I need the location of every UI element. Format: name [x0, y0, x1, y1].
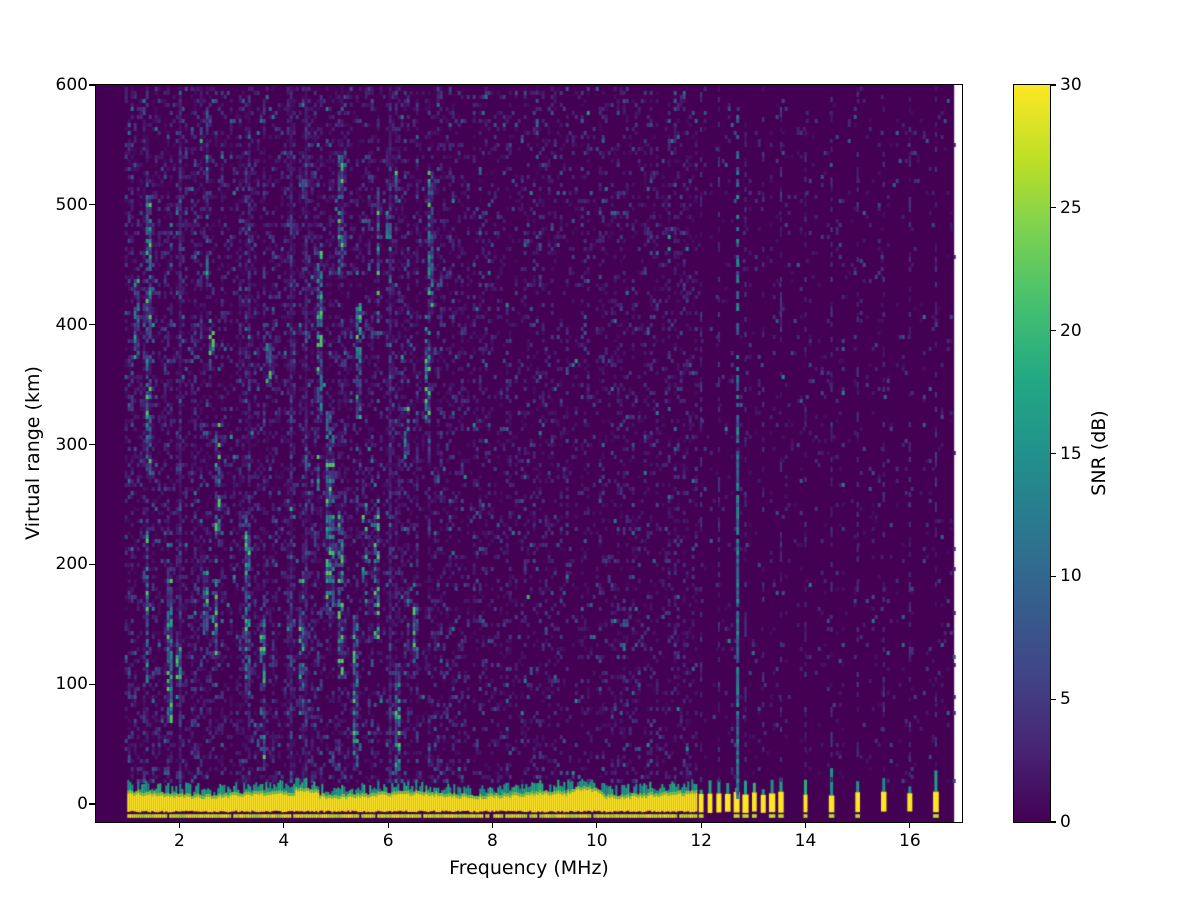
y-tick-mark	[89, 803, 96, 805]
x-tick-mark	[909, 822, 911, 828]
colorbar-tick-label: 30	[1060, 75, 1082, 95]
y-tick-mark	[89, 84, 96, 86]
colorbar-tick-mark	[1050, 207, 1056, 209]
y-tick-mark	[89, 204, 96, 206]
x-axis-label: Frequency (MHz)	[449, 857, 609, 879]
colorbar-tick-mark	[1050, 821, 1056, 823]
y-tick-label: 200	[55, 554, 88, 575]
x-tick-label: 6	[382, 831, 394, 851]
colorbar-tick-label: 0	[1060, 812, 1071, 832]
y-tick-label: 400	[55, 314, 88, 335]
y-tick-mark	[89, 443, 96, 446]
y-tick-mark	[89, 563, 96, 565]
x-tick-label: 4	[278, 831, 290, 851]
colorbar-tick-mark	[1050, 84, 1056, 86]
colorbar-tick-label: 5	[1060, 689, 1071, 710]
y-tick-label: 100	[55, 674, 88, 695]
y-tick-mark	[89, 324, 96, 326]
x-tick-label: 16	[899, 831, 921, 851]
y-tick-label: 300	[55, 434, 88, 455]
x-tick-mark	[387, 822, 389, 828]
colorbar-label: SNR (dB)	[1088, 410, 1110, 496]
colorbar-tick-label: 25	[1060, 197, 1082, 218]
colorbar-tick-label: 20	[1060, 320, 1082, 341]
colorbar-tick-mark	[1050, 452, 1056, 455]
x-tick-mark	[491, 822, 494, 828]
x-tick-mark	[596, 822, 598, 828]
colorbar-tick-mark	[1050, 575, 1056, 577]
y-tick-label: 0	[77, 794, 88, 815]
x-tick-label: 10	[585, 831, 608, 851]
y-tick-label: 600	[55, 75, 88, 95]
colorbar	[1013, 84, 1051, 823]
colorbar-tick-label: 10	[1060, 566, 1082, 587]
colorbar-tick-mark	[1050, 698, 1056, 700]
x-tick-label: 12	[690, 831, 712, 851]
x-tick-label: 14	[794, 831, 817, 851]
x-tick-mark	[804, 822, 807, 828]
x-tick-mark	[283, 822, 285, 828]
x-tick-mark	[700, 822, 702, 828]
y-tick-mark	[89, 683, 96, 685]
colorbar-tick-label: 15	[1060, 443, 1082, 464]
colorbar-tick-mark	[1050, 330, 1056, 332]
x-tick-label: 8	[487, 831, 498, 851]
x-tick-mark	[178, 822, 181, 828]
plot-area	[95, 84, 963, 823]
y-axis-label: Virtual range (km)	[22, 366, 44, 540]
ionogram-canvas	[96, 85, 962, 822]
y-tick-label: 500	[55, 194, 88, 215]
x-tick-label: 2	[174, 831, 185, 851]
